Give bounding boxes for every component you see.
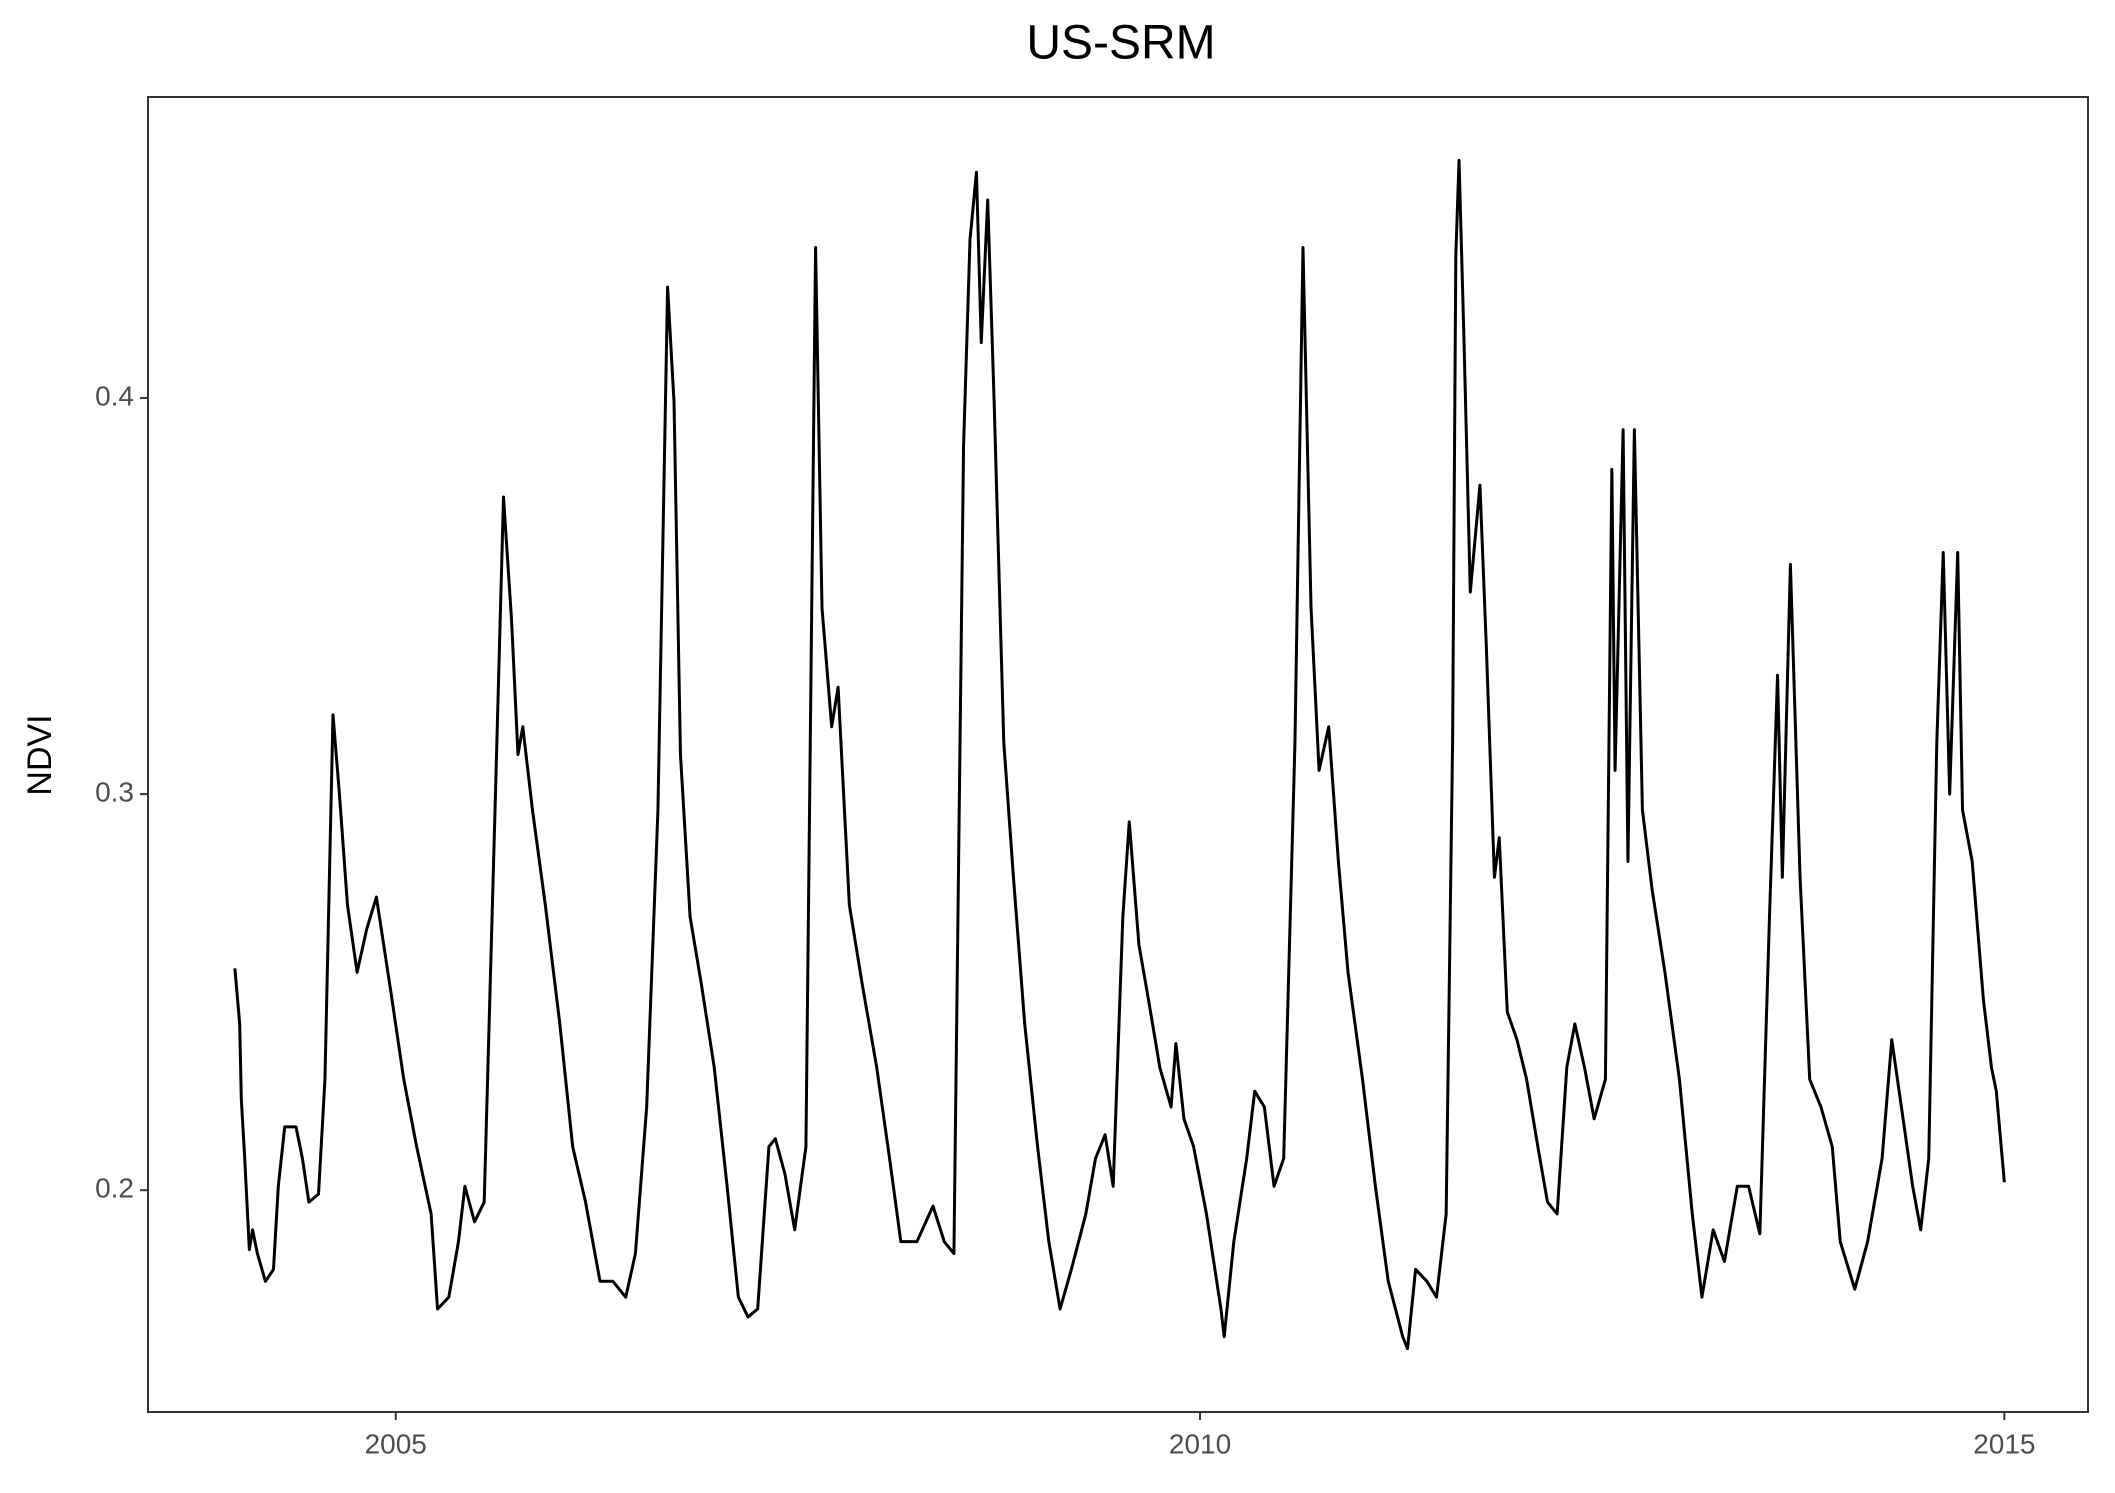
x-tick-label: 2010 <box>1169 1428 1231 1459</box>
data-line <box>233 158 2006 1351</box>
y-tick-label: 0.3 <box>95 776 134 807</box>
x-tick-label: 2005 <box>365 1428 427 1459</box>
y-axis-title: NDVI <box>21 714 59 795</box>
x-tick-label: 2015 <box>1973 1428 2035 1459</box>
y-tick-label: 0.2 <box>95 1173 134 1204</box>
plot-panel <box>147 96 2089 1413</box>
y-tick-label: 0.4 <box>95 380 134 411</box>
chart-title: US-SRM <box>1026 17 1215 70</box>
